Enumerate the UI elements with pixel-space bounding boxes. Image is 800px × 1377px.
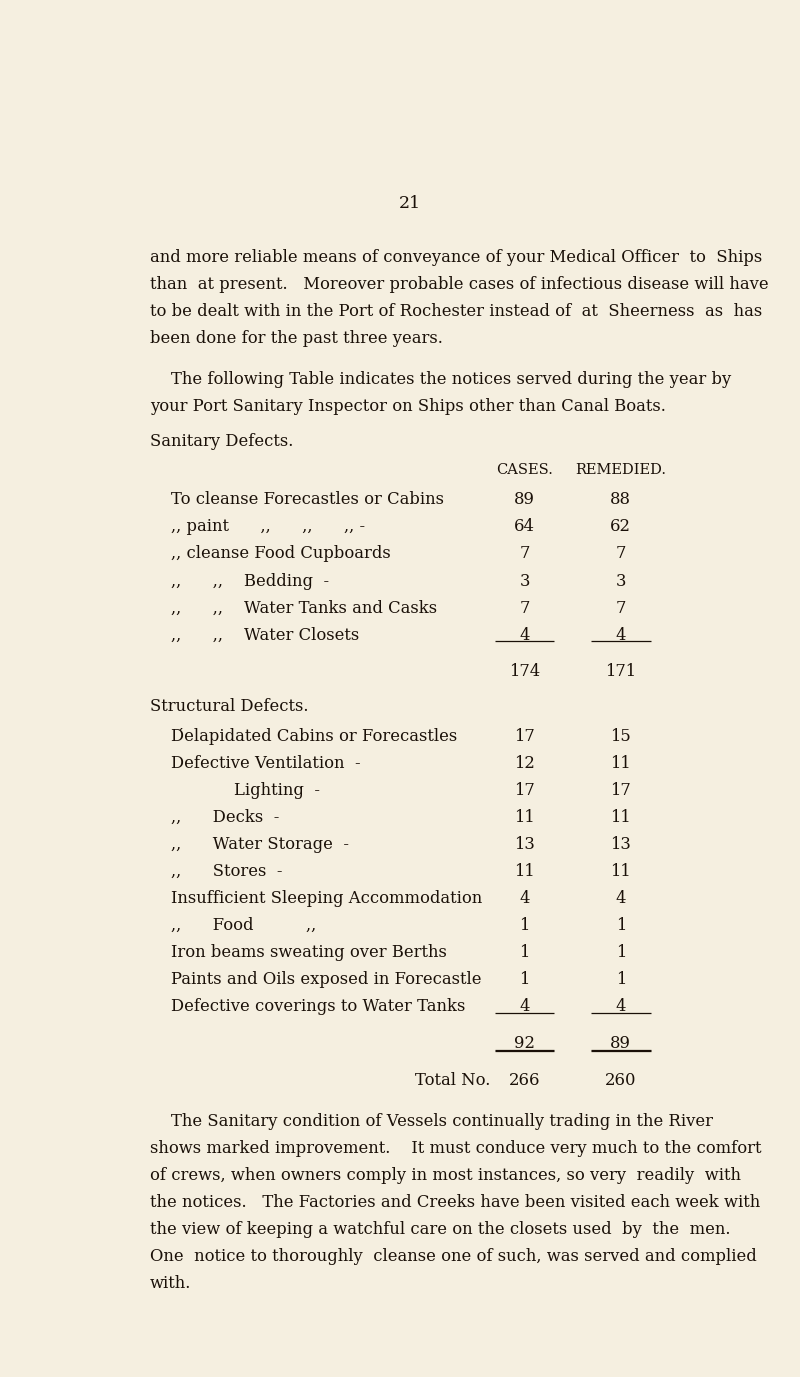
Text: 11: 11 <box>610 810 631 826</box>
Text: been done for the past three years.: been done for the past three years. <box>150 330 442 347</box>
Text: 17: 17 <box>610 782 631 799</box>
Text: of crews, when owners comply in most instances, so very  readily  with: of crews, when owners comply in most ins… <box>150 1166 741 1184</box>
Text: 7: 7 <box>519 545 530 562</box>
Text: 174: 174 <box>509 664 540 680</box>
Text: the view of keeping a watchful care on the closets used  by  the  men.: the view of keeping a watchful care on t… <box>150 1221 730 1238</box>
Text: Paints and Oils exposed in Forecastle: Paints and Oils exposed in Forecastle <box>171 971 482 989</box>
Text: ,,      Food          ,,: ,, Food ,, <box>171 917 317 934</box>
Text: 13: 13 <box>514 836 535 854</box>
Text: 3: 3 <box>616 573 626 589</box>
Text: 4: 4 <box>519 627 530 643</box>
Text: ,,      Water Storage  -: ,, Water Storage - <box>171 836 350 854</box>
Text: 3: 3 <box>519 573 530 589</box>
Text: 62: 62 <box>610 519 631 536</box>
Text: 64: 64 <box>514 519 535 536</box>
Text: 1: 1 <box>519 971 530 989</box>
Text: 1: 1 <box>616 917 626 934</box>
Text: Iron beams sweating over Berths: Iron beams sweating over Berths <box>171 945 447 961</box>
Text: Total No.: Total No. <box>415 1073 490 1089</box>
Text: 7: 7 <box>616 599 626 617</box>
Text: 1: 1 <box>616 945 626 961</box>
Text: Sanitary Defects.: Sanitary Defects. <box>150 434 293 450</box>
Text: 17: 17 <box>514 728 535 745</box>
Text: ,, cleanse Food Cupboards: ,, cleanse Food Cupboards <box>171 545 391 562</box>
Text: 15: 15 <box>610 728 631 745</box>
Text: D́elapidated Cabins or Forecastles: D́elapidated Cabins or Forecastles <box>171 728 458 745</box>
Text: 89: 89 <box>514 492 535 508</box>
Text: Defective coverings to Water Tanks: Defective coverings to Water Tanks <box>171 998 466 1015</box>
Text: 7: 7 <box>519 599 530 617</box>
Text: REMEDIED.: REMEDIED. <box>575 463 666 476</box>
Text: 11: 11 <box>514 810 535 826</box>
Text: Insufficient Sleeping Accommodation: Insufficient Sleeping Accommodation <box>171 890 482 907</box>
Text: 92: 92 <box>514 1036 535 1052</box>
Text: One  notice to thoroughly  cleanse one of such, was served and complied: One notice to thoroughly cleanse one of … <box>150 1248 756 1265</box>
Text: ,,      Decks  -: ,, Decks - <box>171 810 280 826</box>
Text: ,,      ,,    Water Tanks and Casks: ,, ,, Water Tanks and Casks <box>171 599 438 617</box>
Text: 11: 11 <box>610 863 631 880</box>
Text: 1: 1 <box>616 971 626 989</box>
Text: with.: with. <box>150 1275 191 1292</box>
Text: 266: 266 <box>509 1073 541 1089</box>
Text: Structural Defects.: Structural Defects. <box>150 698 308 715</box>
Text: 89: 89 <box>610 1036 631 1052</box>
Text: 1: 1 <box>519 917 530 934</box>
Text: ,, paint      ,,      ,,      ,, -: ,, paint ,, ,, ,, - <box>171 519 366 536</box>
Text: The following Table indicates the notices served during the year by: The following Table indicates the notice… <box>150 370 731 388</box>
Text: 88: 88 <box>610 492 631 508</box>
Text: your Port Sanitary Inspector on Ships other than Canal Boats.: your Port Sanitary Inspector on Ships ot… <box>150 398 666 414</box>
Text: The Sanitary condition of Vessels continually trading in the River: The Sanitary condition of Vessels contin… <box>150 1113 713 1129</box>
Text: the notices.   The Factories and Creeks have been visited each week with: the notices. The Factories and Creeks ha… <box>150 1194 760 1210</box>
Text: CASES.: CASES. <box>496 463 553 476</box>
Text: 4: 4 <box>615 627 626 643</box>
Text: and more reliable means of conveyance of your Medical Officer  to  Ships: and more reliable means of conveyance of… <box>150 249 762 266</box>
Text: ,,      ,,    Water Closets: ,, ,, Water Closets <box>171 627 359 643</box>
Text: 12: 12 <box>514 755 535 772</box>
Text: 171: 171 <box>606 664 636 680</box>
Text: 4: 4 <box>519 998 530 1015</box>
Text: Defective Ventilation  -: Defective Ventilation - <box>171 755 361 772</box>
Text: 7: 7 <box>616 545 626 562</box>
Text: To cleanse Forecastles or Cabins: To cleanse Forecastles or Cabins <box>171 492 444 508</box>
Text: to be dealt with in the Port of Rochester instead of  at  Sheerness  as  has: to be dealt with in the Port of Rocheste… <box>150 303 762 319</box>
Text: 13: 13 <box>610 836 631 854</box>
Text: 1: 1 <box>519 945 530 961</box>
Text: 4: 4 <box>615 890 626 907</box>
Text: 260: 260 <box>605 1073 637 1089</box>
Text: shows marked improvement.    It must conduce very much to the comfort: shows marked improvement. It must conduc… <box>150 1140 761 1157</box>
Text: 21: 21 <box>399 196 421 212</box>
Text: than  at present.   Moreover probable cases of infectious disease will have: than at present. Moreover probable cases… <box>150 275 768 293</box>
Text: 4: 4 <box>519 890 530 907</box>
Text: Lighting  -: Lighting - <box>171 782 320 799</box>
Text: 4: 4 <box>615 998 626 1015</box>
Text: 11: 11 <box>514 863 535 880</box>
Text: 11: 11 <box>610 755 631 772</box>
Text: ,,      ,,    Bedding  -: ,, ,, Bedding - <box>171 573 330 589</box>
Text: ,,      Stores  -: ,, Stores - <box>171 863 283 880</box>
Text: 17: 17 <box>514 782 535 799</box>
